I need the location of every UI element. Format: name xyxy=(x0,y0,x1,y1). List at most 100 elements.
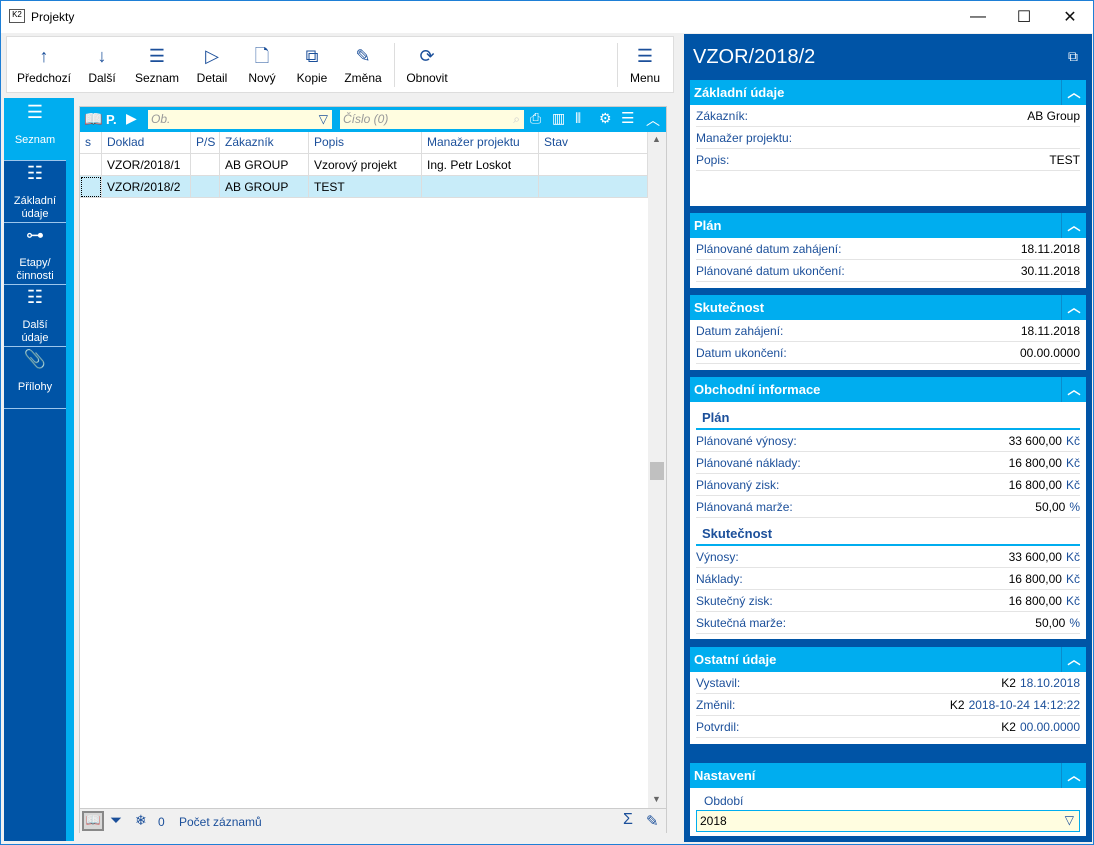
table-cell[interactable] xyxy=(80,154,102,176)
table-cell[interactable] xyxy=(191,154,220,176)
table-cell[interactable]: Ing. Petr Loskot xyxy=(422,154,539,176)
collapse-icon[interactable]: ︿ xyxy=(1061,295,1086,320)
column-header-col-description[interactable]: Popis xyxy=(309,132,422,154)
field-row: Plánované datum ukončení: 30.11.2018 xyxy=(696,260,1080,282)
section-header[interactable]: Základní údaje ︿ xyxy=(690,80,1086,105)
table-cell[interactable] xyxy=(191,176,220,198)
search-icon[interactable]: ⌕ xyxy=(513,112,520,126)
new-button[interactable]: 🗋 Nový xyxy=(241,37,283,92)
filter-input[interactable]: Ob. ▽ xyxy=(148,110,332,129)
nav-item-basic[interactable]: ☷ Základní údaje xyxy=(4,161,66,223)
unit: Kč xyxy=(1065,571,1080,586)
close-button[interactable]: ✕ xyxy=(1063,9,1077,26)
column-header-col-customer[interactable]: Zákazník xyxy=(220,132,309,154)
sum-icon[interactable]: Σ xyxy=(623,811,633,828)
snowflake-icon[interactable]: ❄ xyxy=(135,812,147,828)
column-header-col-ps[interactable]: P/S xyxy=(191,132,220,154)
field-value: 16 800,00 Kč xyxy=(1009,456,1080,470)
field-label: Datum ukončení: xyxy=(696,345,787,360)
scroll-down-icon[interactable]: ▼ xyxy=(652,794,661,804)
field-label: Výnosy: xyxy=(696,549,739,564)
new-document-icon: 🗋 xyxy=(254,46,270,66)
detail-label: Detail xyxy=(196,71,228,85)
table-cell[interactable] xyxy=(422,176,539,198)
columns-icon[interactable]: ⦀ xyxy=(575,110,582,126)
column-header-col-doklad[interactable]: Doklad xyxy=(102,132,191,154)
collapse-icon[interactable]: ︿ xyxy=(1061,763,1086,788)
collapse-icon[interactable]: ︿ xyxy=(1061,377,1086,402)
filter-icon[interactable]: ⏷ xyxy=(110,812,123,829)
book-icon[interactable]: 📖 xyxy=(82,811,104,831)
field-value: K2 00.00.0000 xyxy=(1001,720,1080,734)
print-icon[interactable]: ⎙ xyxy=(530,110,542,126)
field-row: Skutečná marže: 50,00% xyxy=(696,612,1080,634)
table-cell[interactable]: AB GROUP xyxy=(220,176,309,198)
section-header[interactable]: Obchodní informace ︿ xyxy=(690,377,1086,402)
subsection-title: Plán xyxy=(696,406,1080,430)
section-actual: Skutečnost ︿ Datum zahájení: 18.11.2018 Da… xyxy=(690,295,1086,370)
collapse-icon[interactable]: ︿ xyxy=(1061,213,1086,238)
nav-item-attachments[interactable]: 📎 Přílohy xyxy=(4,347,66,409)
user: K2 xyxy=(949,697,965,712)
table-cell[interactable] xyxy=(80,176,102,198)
table-cell[interactable] xyxy=(539,154,648,176)
section-title: Nastavení xyxy=(694,768,756,783)
collapse-icon[interactable]: ︿ xyxy=(1061,647,1086,672)
pencil-icon[interactable]: ✎ xyxy=(646,813,659,830)
table-cell[interactable]: TEST xyxy=(309,176,422,198)
period-select[interactable]: 2018 ▽ xyxy=(696,810,1080,832)
column-header-col-status[interactable]: Stav xyxy=(539,132,648,154)
nav-item-list[interactable]: ☰ Seznam xyxy=(4,98,66,161)
field-row: Plánované výnosy: 33 600,00 Kč xyxy=(696,430,1080,452)
detail-button[interactable]: ▷ Detail xyxy=(191,37,233,92)
edit-label: Změna xyxy=(344,71,382,85)
book-icon[interactable]: 📖 xyxy=(84,111,103,128)
table-cell[interactable]: AB GROUP xyxy=(220,154,309,176)
table-cell[interactable] xyxy=(539,176,648,198)
collapse-icon[interactable]: ︿ xyxy=(1061,80,1086,105)
edit-button[interactable]: ✎ Změna xyxy=(341,37,385,92)
date: 18.10.2018 xyxy=(1019,675,1080,690)
vertical-scrollbar[interactable]: ▲ ▼ xyxy=(648,132,666,808)
scroll-up-icon[interactable]: ▲ xyxy=(652,134,661,144)
view-selector[interactable]: P. xyxy=(106,112,117,127)
nav-item-more[interactable]: ☷ Další údaje xyxy=(4,285,66,347)
column-header-col-s[interactable]: s xyxy=(80,132,102,154)
table-cell[interactable]: VZOR/2018/1 xyxy=(102,154,191,176)
hamburger-icon[interactable]: ☰ xyxy=(621,110,635,127)
play-icon[interactable]: ▶ xyxy=(126,110,137,126)
field-label: Plánované datum ukončení: xyxy=(696,263,845,278)
copy-button[interactable]: ⧉ Kopie xyxy=(291,37,333,92)
refresh-button[interactable]: ⟳ Obnovit xyxy=(401,37,453,92)
table-cell[interactable]: VZOR/2018/2 xyxy=(102,176,191,198)
list-icon: ☷ xyxy=(26,163,44,183)
maximize-button[interactable]: ☐ xyxy=(1016,9,1032,26)
section-header[interactable]: Plán ︿ xyxy=(690,213,1086,238)
field-value: 18.11.2018 xyxy=(1020,241,1080,256)
amount: 50,00 xyxy=(1035,499,1066,514)
chart-icon[interactable]: ▥ xyxy=(552,110,566,126)
dropdown-icon[interactable]: ▽ xyxy=(318,112,328,126)
field-label: Skutečný zisk: xyxy=(696,593,773,608)
field-label: Plánované datum zahájení: xyxy=(696,241,842,256)
next-button[interactable]: ↓ Další xyxy=(81,37,123,92)
filter-placeholder: Ob. xyxy=(151,112,171,126)
nav-item-stages[interactable]: ⊶ Etapy/ činnosti xyxy=(4,223,66,285)
collapse-icon[interactable]: ︿ xyxy=(646,112,660,128)
search-placeholder: Číslo (0) xyxy=(343,112,389,126)
section-header[interactable]: Nastavení ︿ xyxy=(690,763,1086,788)
menu-button[interactable]: ☰ Menu xyxy=(623,37,667,92)
gear-icon[interactable]: ⚙ xyxy=(599,110,612,126)
open-external-icon[interactable]: ⧉ xyxy=(1068,48,1078,64)
minimize-button[interactable]: — xyxy=(970,8,986,25)
list-button[interactable]: ☰ Seznam xyxy=(131,37,183,92)
field-row: Plánované náklady: 16 800,00 Kč xyxy=(696,452,1080,474)
section-header[interactable]: Ostatní údaje ︿ xyxy=(690,647,1086,672)
column-header-col-manager[interactable]: Manažer projektu xyxy=(422,132,539,154)
section-header[interactable]: Skutečnost ︿ xyxy=(690,295,1086,320)
search-input[interactable]: Číslo (0) ⌕ xyxy=(340,110,524,129)
dropdown-icon[interactable]: ▽ xyxy=(1064,813,1074,827)
table-cell[interactable]: Vzorový projekt xyxy=(309,154,422,176)
scroll-thumb[interactable] xyxy=(650,462,664,480)
previous-button[interactable]: ↑ Předchozí xyxy=(13,37,75,92)
